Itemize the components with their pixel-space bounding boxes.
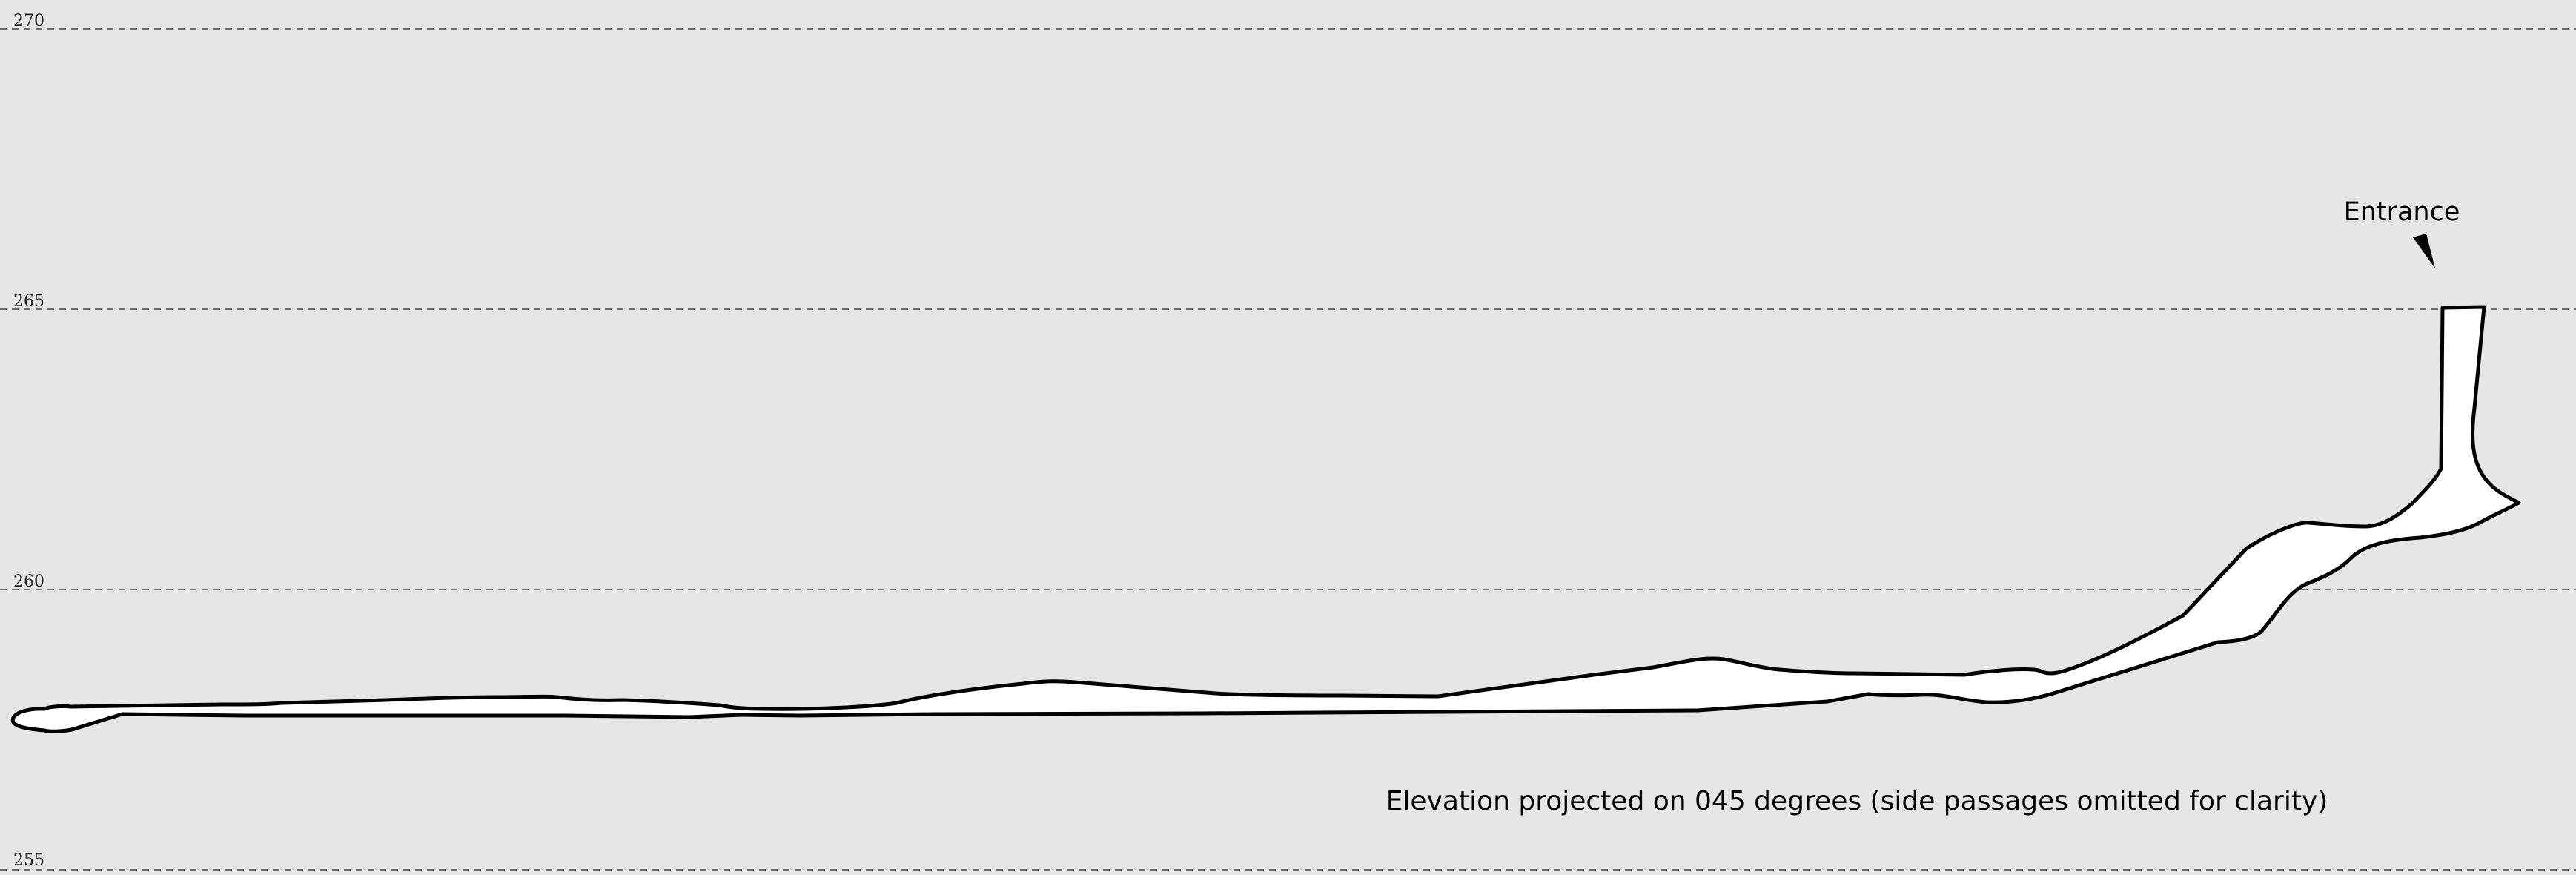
elevation-label-260: 260 <box>13 572 44 591</box>
elevation-labels: 270 265 260 255 <box>13 12 44 870</box>
entrance-label: Entrance <box>2344 197 2460 227</box>
elevation-label-255: 255 <box>13 851 44 870</box>
elevation-label-270: 270 <box>13 12 44 30</box>
cave-passage-profile <box>10 305 2521 733</box>
elevation-grid <box>0 28 2576 871</box>
elevation-label-265: 265 <box>13 292 44 311</box>
arrow-pointer-icon <box>2413 234 2435 268</box>
entrance-marker: Entrance <box>2344 197 2460 268</box>
diagram-caption: Elevation projected on 045 degrees (side… <box>1386 786 2328 816</box>
